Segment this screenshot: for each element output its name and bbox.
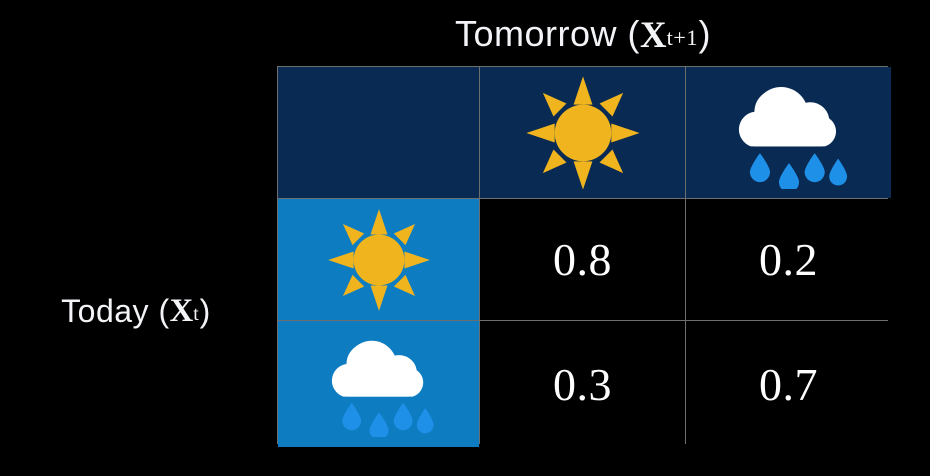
row-axis-title-suffix: ) bbox=[199, 292, 211, 329]
row-axis-title-prefix: Today ( bbox=[61, 292, 170, 329]
matrix-cell-sunny-rainy: 0.2 bbox=[686, 199, 891, 320]
column-axis-title-subscript: t+1 bbox=[666, 25, 699, 51]
row-header-rainy bbox=[278, 321, 479, 447]
matrix-corner-cell bbox=[278, 67, 479, 198]
matrix-cell-sunny-sunny: 0.8 bbox=[480, 199, 685, 320]
column-header-sunny bbox=[480, 67, 685, 198]
matrix-cell-rainy-sunny: 0.3 bbox=[480, 321, 685, 447]
column-axis-title-prefix: Tomorrow ( bbox=[454, 13, 641, 54]
row-header-sunny bbox=[278, 199, 479, 320]
sun-icon bbox=[524, 74, 642, 192]
column-axis-title-suffix: ) bbox=[698, 13, 711, 54]
sun-icon bbox=[326, 207, 432, 313]
matrix-cell-rainy-rainy: 0.7 bbox=[686, 321, 891, 447]
rain-cloud-icon bbox=[722, 77, 856, 192]
transition-matrix-table: 0.8 0.2 0.3 0.7 bbox=[277, 66, 891, 447]
column-axis-title-variable: X bbox=[640, 13, 668, 55]
rain-cloud-icon bbox=[316, 331, 442, 440]
row-axis-title-subscript: t bbox=[193, 303, 200, 326]
row-axis-title-variable: X bbox=[169, 292, 194, 329]
column-header-rainy bbox=[686, 67, 891, 198]
